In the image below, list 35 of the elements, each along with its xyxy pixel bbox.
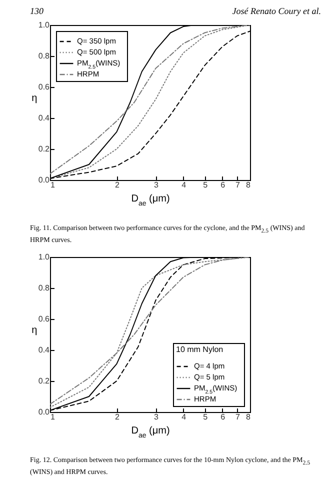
y-tick-label: 0.0 <box>38 176 50 184</box>
y-tick-label: 0.6 <box>38 82 50 92</box>
y-axis-title: η <box>32 93 38 104</box>
x-tick-label: 4 <box>182 412 187 422</box>
y-tick-label: 0.4 <box>38 114 50 122</box>
x-tick-label: 8 <box>246 412 252 422</box>
y-tick-label: 0.2 <box>38 376 50 386</box>
x-tick-label: 1 <box>50 180 56 190</box>
y-tick-label: 0.0 <box>38 408 50 417</box>
x-tick-label: 6 <box>220 180 226 190</box>
text: José Renato Coury et al. <box>232 6 321 16</box>
y-tick-label: 0.8 <box>38 52 50 60</box>
x-tick-label: 5 <box>203 180 208 190</box>
y-tick-label: 0.2 <box>38 144 50 154</box>
y-tick-label: 1.0 <box>38 20 50 30</box>
y-tick-label: 0.6 <box>38 314 50 324</box>
x-tick-label: 3 <box>154 412 159 422</box>
x-tick-label: 3 <box>154 180 159 190</box>
x-tick-label: 2 <box>114 412 120 422</box>
x-axis-title: D$_{ae}$ (μm) <box>131 194 170 207</box>
x-tick-label: 6 <box>220 412 226 422</box>
y-tick-label: 0.4 <box>38 346 50 355</box>
x-tick-label: 4 <box>182 180 187 190</box>
text: 130 <box>30 6 44 16</box>
legend-title: 10 mm Nylon <box>176 345 224 354</box>
x-tick-label: 8 <box>246 180 252 190</box>
x-tick-label: 7 <box>235 412 240 422</box>
y-axis-title: η <box>32 325 38 336</box>
x-axis-title: D$_{ae}$ (μm) <box>131 426 170 440</box>
y-tick-label: 1.0 <box>38 252 50 262</box>
x-tick-label: 7 <box>235 180 240 190</box>
x-tick-label: 5 <box>203 412 208 422</box>
x-tick-label: 1 <box>50 412 56 422</box>
y-tick-label: 0.8 <box>38 284 50 293</box>
x-tick-label: 2 <box>114 180 120 190</box>
